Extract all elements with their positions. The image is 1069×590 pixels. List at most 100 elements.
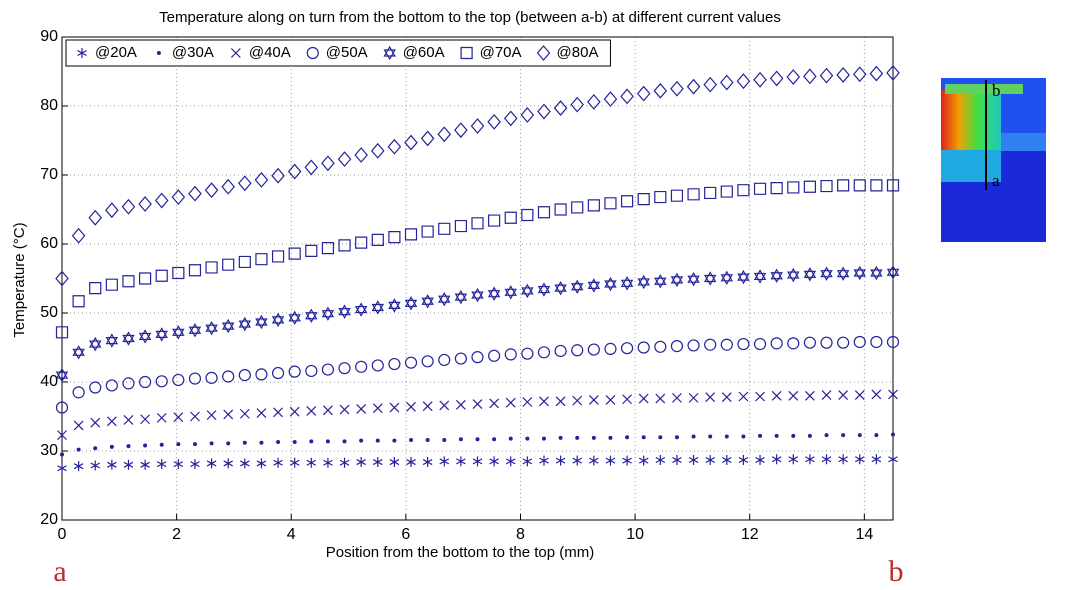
marker [857, 433, 862, 438]
marker [271, 167, 285, 184]
marker [620, 195, 634, 208]
marker [337, 151, 352, 168]
marker [553, 100, 568, 116]
marker [339, 404, 350, 415]
marker [90, 460, 101, 471]
image-label: a [992, 171, 1000, 190]
marker [93, 446, 98, 451]
marker [321, 155, 335, 172]
y-tick-label: 20 [40, 511, 58, 528]
marker [206, 458, 217, 469]
marker [869, 65, 884, 82]
marker [788, 390, 799, 401]
marker [206, 410, 217, 421]
marker [636, 85, 651, 102]
marker [338, 239, 351, 252]
marker [853, 265, 866, 281]
marker [588, 395, 599, 405]
marker [787, 181, 800, 194]
marker [770, 268, 783, 283]
marker [55, 326, 69, 339]
marker [188, 185, 202, 202]
marker [155, 375, 168, 388]
marker [205, 261, 218, 274]
marker [306, 406, 317, 416]
marker [886, 179, 900, 192]
marker [143, 443, 148, 448]
marker [738, 454, 749, 465]
marker [803, 336, 817, 349]
marker [123, 459, 134, 470]
marker [854, 390, 865, 401]
marker [172, 325, 185, 340]
marker [488, 349, 501, 362]
marker [387, 138, 402, 155]
marker [674, 435, 679, 440]
marker [836, 67, 850, 83]
marker [575, 435, 580, 440]
marker [604, 342, 617, 355]
marker [705, 392, 716, 403]
marker [705, 454, 715, 465]
marker [720, 74, 734, 91]
marker [688, 454, 699, 465]
marker [888, 454, 898, 465]
marker [655, 454, 666, 465]
marker [722, 454, 732, 465]
marker [289, 457, 300, 468]
legend-label: @20A [95, 44, 137, 61]
marker [736, 73, 751, 90]
marker [803, 68, 817, 85]
marker [205, 371, 218, 384]
marker [587, 93, 601, 110]
marker [537, 103, 551, 120]
series [57, 454, 898, 474]
marker [471, 351, 484, 364]
marker [508, 436, 513, 441]
marker [838, 390, 849, 401]
marker [803, 267, 817, 282]
legend: @20A @30A @40A @50A @60A @70A @80A [65, 39, 611, 67]
marker [359, 438, 364, 443]
marker [475, 437, 480, 442]
marker [641, 435, 646, 440]
marker [489, 456, 499, 467]
marker [173, 459, 184, 470]
marker [589, 455, 599, 466]
marker [176, 442, 181, 447]
marker [256, 408, 267, 418]
marker [472, 456, 483, 467]
legend-marker [383, 45, 396, 61]
marker [109, 444, 114, 449]
marker [471, 217, 484, 230]
marker [803, 180, 816, 193]
marker [338, 304, 351, 319]
marker [605, 455, 616, 466]
marker [820, 266, 833, 281]
marker [89, 282, 102, 295]
marker [608, 435, 613, 440]
marker [171, 189, 186, 206]
marker [525, 436, 530, 441]
marker [238, 369, 251, 382]
marker [804, 390, 815, 401]
marker [404, 134, 418, 151]
marker [753, 71, 767, 88]
marker [155, 327, 168, 342]
marker [625, 435, 630, 440]
marker [73, 420, 84, 431]
marker [356, 403, 367, 414]
legend-label: @50A [326, 44, 368, 61]
marker [255, 368, 268, 381]
marker [190, 459, 200, 470]
marker [687, 271, 700, 287]
marker [88, 209, 103, 226]
marker [819, 67, 834, 84]
marker [355, 236, 368, 249]
marker [886, 265, 900, 280]
end-label: b [889, 555, 904, 588]
marker [489, 398, 500, 409]
marker [753, 269, 767, 284]
marker [90, 417, 101, 428]
marker [122, 377, 135, 390]
